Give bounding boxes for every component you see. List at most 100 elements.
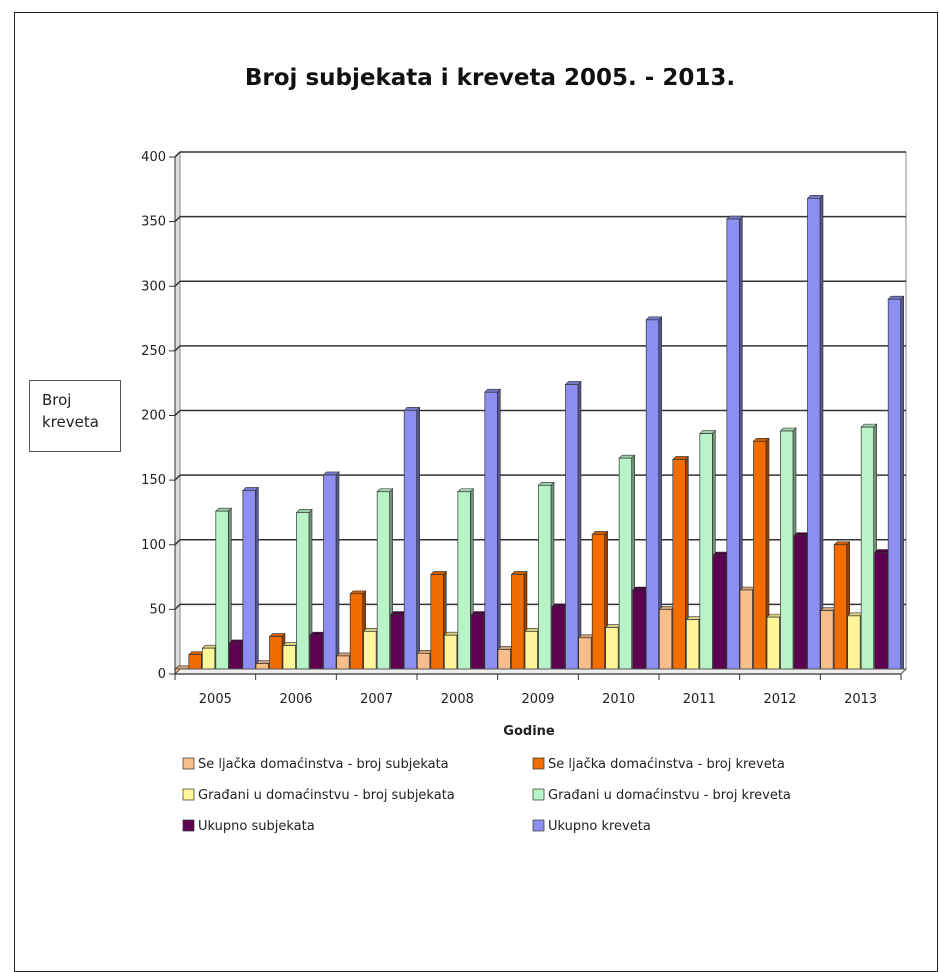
bar-face (511, 574, 525, 675)
bars (174, 194, 905, 675)
bar-face (780, 430, 794, 675)
x-tick-label: 2011 (683, 692, 716, 707)
bar-face (390, 614, 404, 675)
bar-top (618, 454, 636, 459)
bar-face (820, 610, 834, 675)
y-axis-label: Broj kreveta (29, 380, 121, 452)
bar-side (819, 194, 824, 675)
bar-face (430, 574, 444, 675)
bar-face (753, 441, 767, 675)
legend-label: Ukupno kreveta (548, 819, 651, 834)
x-tick-label: 2005 (199, 692, 232, 707)
bar-side (416, 406, 420, 675)
x-tick-label: 2006 (279, 692, 312, 707)
chart-title: Broj subjekata i kreveta 2005. - 2013. (245, 65, 735, 91)
bar-face (833, 544, 848, 675)
bar (806, 194, 824, 675)
bar-face (645, 319, 660, 675)
bar-face (457, 491, 471, 675)
bar-face (874, 552, 888, 675)
bar (564, 380, 582, 675)
legend-swatch (182, 819, 195, 832)
bar-face (309, 634, 323, 675)
y-tick-label: 0 (158, 667, 166, 682)
axes: 0 50 100 150 200 250 300 350 400 2005 2006 2007 2008… (141, 150, 908, 707)
legend-label: Ukupno subjekata (198, 819, 315, 834)
gridline-diag (174, 345, 181, 352)
bar-face (565, 384, 579, 675)
bar-face (349, 593, 364, 675)
bar-face (632, 589, 646, 675)
bar (726, 215, 744, 675)
gridline-diag (174, 603, 181, 610)
bar-face (766, 616, 780, 675)
bar-face (443, 634, 458, 675)
bar-face (793, 535, 807, 675)
bar-top (806, 195, 824, 199)
legend: Se ljačka domaćinstva - broj subjekata Se… (182, 757, 791, 834)
bar-top (295, 509, 313, 513)
y-tick-label: 150 (141, 473, 166, 488)
bar-face (591, 534, 606, 675)
bar-face (269, 636, 283, 675)
bar-face (685, 619, 700, 675)
bar-face (242, 490, 256, 675)
gridline-diag (174, 474, 181, 481)
legend-swatch (532, 757, 545, 770)
x-tick-label: 2013 (844, 692, 877, 707)
bar-top (215, 507, 233, 512)
bar-face (470, 614, 485, 675)
bar-face (551, 606, 565, 675)
bar-face (323, 474, 337, 675)
legend-label: Se ljačka domaćinstva - broj kreveta (548, 757, 785, 772)
bar-face (605, 627, 619, 675)
bar-face (726, 218, 740, 675)
gridline-diag (174, 280, 181, 287)
y-tick-label: 50 (149, 602, 166, 617)
bar-face (363, 630, 377, 675)
legend-label: Građani u domaćinstvu - broj subjekata (198, 788, 455, 803)
bar-top (779, 427, 797, 432)
legend-entry: Ukupno kreveta (532, 819, 651, 834)
bar-face (699, 433, 713, 675)
bar-face (296, 512, 310, 675)
bar-top (457, 488, 475, 493)
bar-face (847, 615, 861, 675)
bar-side (335, 471, 340, 675)
bar (887, 295, 905, 675)
bar (484, 388, 502, 675)
y-tick-label: 200 (141, 409, 166, 424)
bar-top (752, 438, 770, 442)
bar-face (860, 426, 875, 675)
bar (403, 406, 421, 675)
x-tick-label: 2008 (441, 692, 474, 707)
bar-top (645, 316, 663, 321)
legend-swatch (182, 788, 195, 801)
bar-top (376, 488, 394, 493)
legend-entry: Se ljačka domaćinstva - broj subjekata (182, 757, 449, 772)
bar-top (510, 571, 528, 575)
x-tick-label: 2010 (602, 692, 635, 707)
y-tick-label: 300 (141, 279, 166, 294)
bar-side (497, 388, 501, 675)
bar-face (215, 510, 229, 675)
bar-top (537, 481, 555, 486)
bar-top (591, 531, 609, 535)
y-tick-label: 100 (141, 538, 166, 553)
gridline-diag (174, 409, 181, 417)
bar-top (887, 295, 905, 300)
gridline-diag (174, 151, 181, 158)
bar-top (242, 487, 260, 491)
bar-face (538, 484, 552, 675)
bar (322, 471, 340, 675)
bar-top (860, 423, 878, 428)
bar-side (900, 295, 904, 675)
bar-face (618, 457, 633, 675)
plot-floor (173, 668, 908, 675)
gridline-diag (174, 216, 181, 223)
bar (860, 423, 878, 675)
bar-top (349, 590, 367, 595)
bar-top (833, 541, 851, 546)
y-tick-label: 250 (141, 344, 166, 359)
